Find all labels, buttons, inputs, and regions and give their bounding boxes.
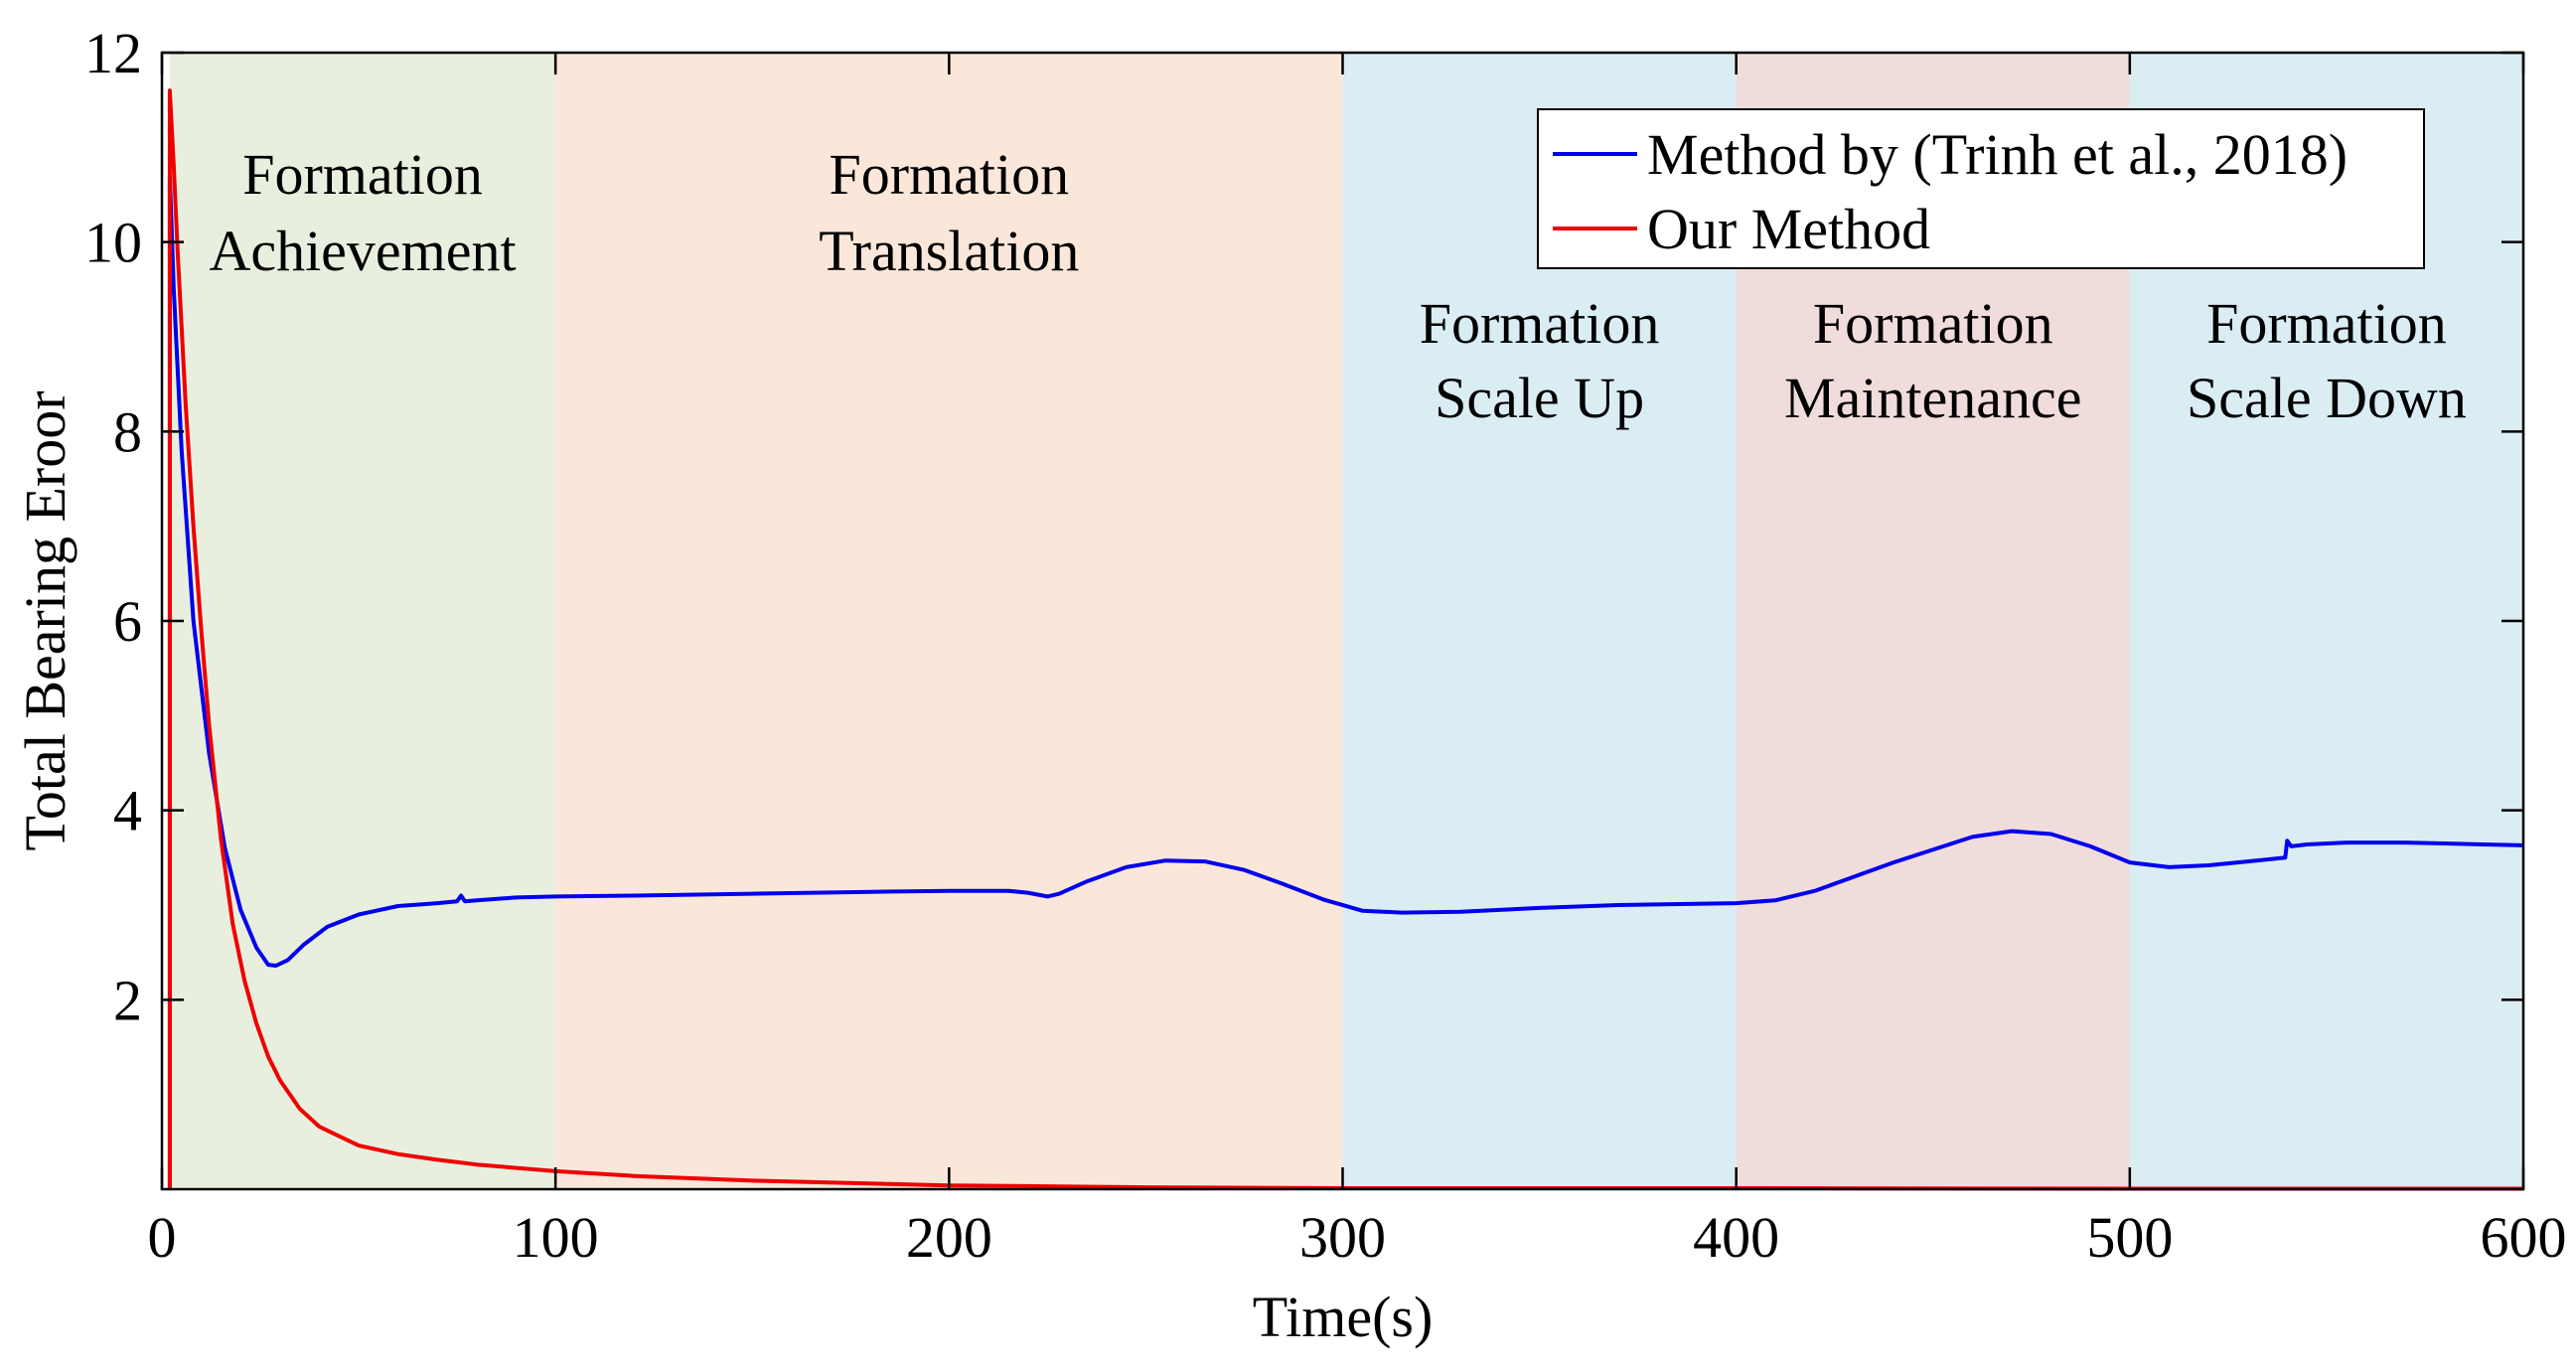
- y-tick-label-4: 4: [113, 779, 142, 843]
- x-tick-label-400: 400: [1693, 1205, 1779, 1270]
- y-tick-label-2: 2: [113, 968, 142, 1032]
- region-label-line1-3: Formation: [1813, 291, 2053, 356]
- legend-label-trinh: Method by (Trinh et al., 2018): [1647, 122, 2348, 187]
- x-tick-label-300: 300: [1299, 1205, 1386, 1270]
- y-tick-label-6: 6: [113, 589, 142, 654]
- legend: Method by (Trinh et al., 2018) Our Metho…: [1537, 108, 2425, 269]
- ticks-layer: 0 100 200 300 400 500 600 2 4 6 8 10 12: [84, 21, 2567, 1270]
- y-tick-label-12: 12: [84, 21, 142, 85]
- region-label-line2-4: Scale Down: [2187, 366, 2467, 430]
- y-axis-title: Total Bearing Eroor: [13, 390, 77, 850]
- x-tick-label-0: 0: [148, 1205, 177, 1270]
- x-tick-label-600: 600: [2481, 1205, 2567, 1270]
- region-label-line1-1: Formation: [829, 142, 1069, 207]
- y-tick-label-10: 10: [84, 211, 142, 275]
- series-line-0: [167, 173, 2524, 1189]
- legend-label-our-method: Our Method: [1647, 197, 1930, 261]
- region-label-line2-2: Scale Up: [1435, 366, 1644, 430]
- region-band-1: [555, 53, 1343, 1189]
- x-tick-label-500: 500: [2086, 1205, 2173, 1270]
- x-axis-title: Time(s): [1253, 1285, 1434, 1349]
- region-label-line2-1: Translation: [819, 219, 1079, 283]
- region-label-line1-4: Formation: [2206, 291, 2447, 356]
- region-label-line1-0: Formation: [242, 142, 483, 207]
- region-labels-layer: Formation Achievement Formation Translation…: [209, 142, 2466, 430]
- region-label-line2-3: Maintenance: [1784, 366, 2082, 430]
- lines-layer: [167, 88, 2524, 1191]
- x-tick-label-100: 100: [513, 1205, 599, 1270]
- series-line-1: [167, 88, 2523, 1191]
- x-tick-label-200: 200: [906, 1205, 992, 1270]
- region-label-line1-2: Formation: [1420, 291, 1660, 356]
- y-tick-label-8: 8: [113, 399, 142, 464]
- region-label-line2-0: Achievement: [209, 219, 516, 283]
- region-band-0: [169, 53, 556, 1189]
- legend-box: [1537, 108, 2425, 269]
